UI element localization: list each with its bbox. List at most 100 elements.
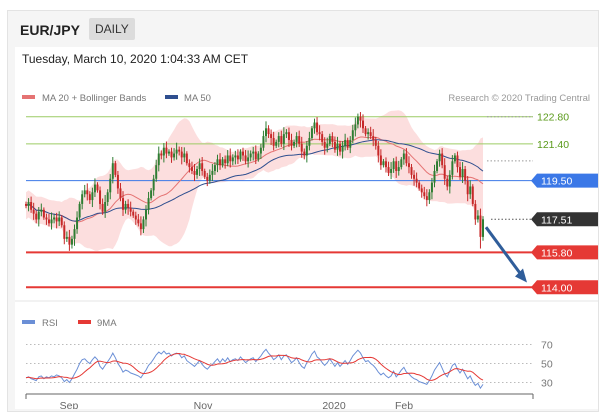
candle-body (369, 132, 372, 137)
candle-body (425, 196, 428, 201)
candle-body (372, 136, 375, 140)
rsi-tick-70: 70 (541, 340, 553, 352)
candle-body (293, 141, 296, 146)
ma9-legend-swatch (78, 320, 91, 324)
forecast-arrow-line (484, 226, 523, 276)
candle-body (341, 145, 344, 152)
candle-body (328, 136, 331, 144)
candle-body (471, 186, 474, 204)
candle-body (178, 149, 181, 152)
candle-body (479, 215, 482, 237)
x-tick-Sep: Sep (60, 400, 79, 409)
candle-body (303, 151, 306, 156)
candle-body (277, 136, 280, 142)
candle-body (384, 161, 387, 168)
candle-body (76, 217, 79, 230)
candle-body (236, 155, 239, 160)
candle-body (436, 161, 439, 171)
candle-body (336, 143, 339, 150)
candle-body (231, 157, 234, 162)
candle-body (351, 130, 354, 140)
candle-body (111, 163, 114, 179)
candle-body (190, 167, 193, 171)
price-chart-svg: Tuesday, March 10, 2020 1:04:33 AM CET M… (15, 52, 598, 409)
credit-label: Research © 2020 Trading Central (448, 93, 590, 104)
candle-body (252, 151, 255, 154)
candle-body (359, 116, 362, 121)
candle-body (453, 155, 456, 162)
candle-body (400, 159, 403, 168)
candle-body (247, 157, 250, 162)
candle-body (150, 190, 153, 199)
candle-body (142, 219, 145, 230)
candle-body (379, 155, 382, 166)
candle-body (208, 174, 211, 181)
candle-body (213, 165, 216, 171)
candle-body (219, 159, 222, 166)
candle-body (349, 139, 352, 148)
ma9-legend-label: 9MA (97, 318, 117, 329)
candle-body (170, 151, 173, 158)
candle-body (259, 147, 262, 154)
candle-body (155, 165, 158, 179)
candle-body (333, 141, 336, 150)
x-axis: Sep Nov 2020 Feb (25, 393, 534, 409)
candle-body (395, 161, 398, 171)
candle-body (275, 141, 278, 146)
candle-body (382, 161, 385, 166)
candle-body (70, 238, 73, 245)
ma20-legend-label: MA 20 + Bollinger Bands (42, 93, 147, 104)
candle-body (270, 134, 273, 139)
rsi-tick-50: 50 (541, 359, 553, 371)
candle-body (147, 198, 150, 210)
candle-body (25, 203, 27, 206)
candle-body (83, 190, 86, 195)
candle-body (405, 153, 408, 164)
candle-body (114, 163, 117, 175)
candle-body (152, 178, 155, 191)
candle-body (129, 207, 132, 212)
candle-body (188, 163, 191, 168)
candle-body (78, 203, 81, 218)
candle-body (242, 151, 245, 156)
chart-datetime: Tuesday, March 10, 2020 1:04:33 AM CET (22, 52, 249, 66)
candle-body (423, 192, 426, 197)
symbol-label: EUR/JPY (20, 22, 80, 38)
candle-body (137, 219, 140, 224)
candle-body (73, 229, 76, 239)
candle-body (30, 202, 33, 210)
level-label-122.80: 122.80 (537, 112, 569, 124)
rsi-plot: 70 50 30 (25, 340, 553, 390)
x-tick-Feb: Feb (395, 400, 413, 409)
candle-body (206, 176, 209, 181)
candle-body (402, 153, 405, 160)
candle-body (122, 198, 125, 210)
candle-body (430, 182, 433, 193)
candle-body (27, 202, 30, 206)
candle-body (106, 192, 109, 202)
candle-body (415, 178, 418, 183)
candle-body (377, 145, 380, 156)
period-button[interactable]: DAILY (89, 18, 135, 40)
candle-body (224, 159, 227, 164)
candle-body (183, 153, 186, 158)
candle-body (344, 139, 347, 146)
candle-body (86, 190, 89, 195)
candle-body (127, 203, 130, 208)
candle-body (441, 153, 444, 166)
candle-body (326, 143, 329, 148)
candle-body (229, 155, 232, 162)
candle-body (305, 145, 308, 156)
candle-body (308, 138, 311, 146)
candle-body (392, 161, 395, 170)
candle-body (37, 211, 40, 220)
candle-body (144, 209, 147, 220)
candle-body (211, 170, 214, 175)
candle-body (165, 147, 168, 154)
candle-body (446, 178, 449, 187)
candle-body (60, 217, 63, 226)
candle-body (280, 136, 283, 144)
ma50-legend-label: MA 50 (184, 93, 211, 104)
candle-body (239, 151, 242, 160)
candle-body (109, 178, 112, 193)
